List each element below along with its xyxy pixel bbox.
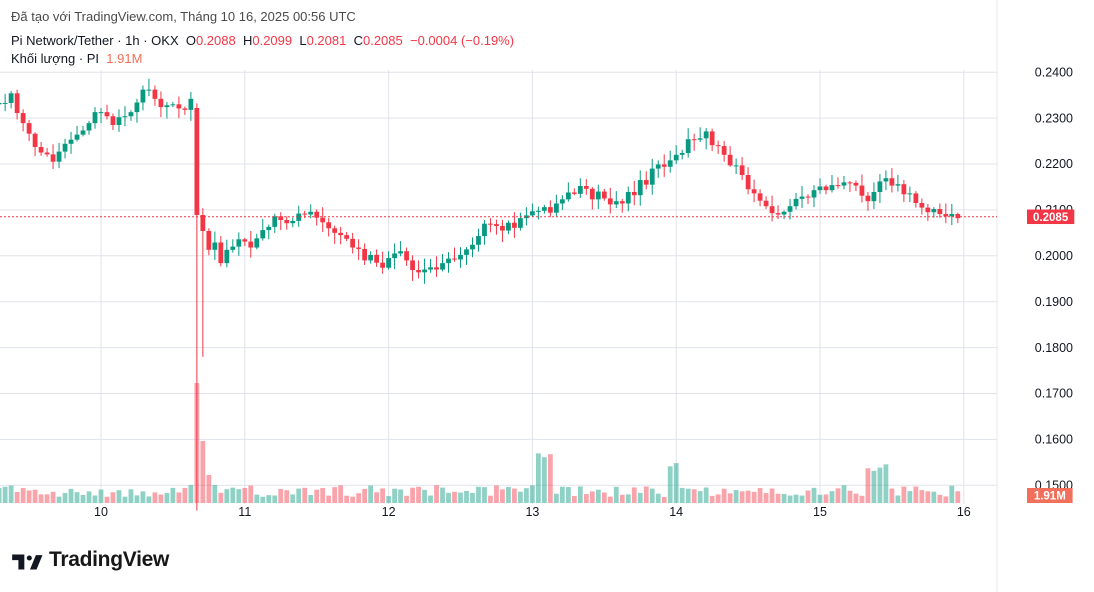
svg-text:0.1700: 0.1700 — [1035, 387, 1073, 401]
svg-text:12: 12 — [382, 505, 396, 519]
svg-text:1.91M: 1.91M — [1034, 491, 1066, 503]
svg-text:0.1800: 0.1800 — [1035, 341, 1073, 355]
svg-text:14: 14 — [669, 505, 683, 519]
svg-text:11: 11 — [238, 505, 251, 519]
svg-text:0.1600: 0.1600 — [1035, 433, 1073, 447]
svg-text:0.2000: 0.2000 — [1035, 249, 1073, 263]
svg-text:15: 15 — [813, 505, 827, 519]
svg-text:10: 10 — [94, 505, 108, 519]
svg-text:13: 13 — [525, 505, 539, 519]
svg-text:16: 16 — [957, 505, 971, 519]
svg-text:0.2200: 0.2200 — [1035, 157, 1073, 171]
svg-text:0.2085: 0.2085 — [1033, 212, 1069, 224]
svg-text:0.2300: 0.2300 — [1035, 111, 1073, 125]
svg-text:0.1900: 0.1900 — [1035, 295, 1073, 309]
svg-text:0.2400: 0.2400 — [1035, 65, 1073, 79]
